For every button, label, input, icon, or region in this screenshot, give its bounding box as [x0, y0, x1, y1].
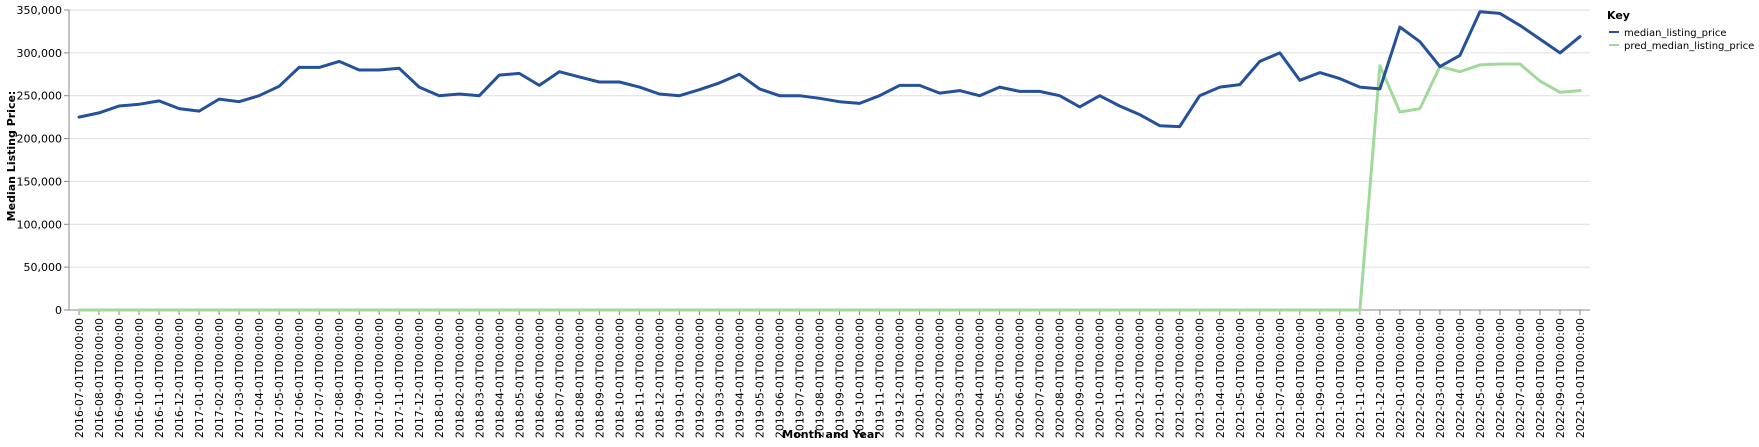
- x-tick-label: 2022-03-01T00:00:00: [1434, 318, 1447, 438]
- x-tick-label: 2018-07-01T00:00:00: [553, 318, 566, 438]
- series-lines: [77, 10, 1582, 312]
- x-tick-label: 2017-08-01T00:00:00: [333, 318, 346, 438]
- x-tick-label: 2019-02-01T00:00:00: [693, 318, 706, 438]
- x-tick-label: 2021-04-01T00:00:00: [1214, 318, 1227, 438]
- legend-label: median_listing_price: [1624, 28, 1727, 39]
- x-tick-label: 2017-07-01T00:00:00: [313, 318, 326, 438]
- x-tick-label: 2019-11-01T00:00:00: [874, 318, 887, 438]
- x-tick-label: 2019-05-01T00:00:00: [753, 318, 766, 438]
- x-tick-label: 2017-02-01T00:00:00: [213, 318, 226, 438]
- x-tick-label: 2018-12-01T00:00:00: [653, 318, 666, 438]
- x-tick-label: 2017-10-01T00:00:00: [373, 318, 386, 438]
- x-tick-label: 2020-09-01T00:00:00: [1074, 318, 1087, 438]
- x-tick-label: 2020-11-01T00:00:00: [1114, 318, 1127, 438]
- x-tick-label: 2021-10-01T00:00:00: [1334, 318, 1347, 438]
- x-tick-label: 2016-11-01T00:00:00: [153, 318, 166, 438]
- y-tick-label: 250,000: [17, 90, 63, 103]
- x-tick-label: 2018-10-01T00:00:00: [613, 318, 626, 438]
- y-tick-label: 300,000: [17, 47, 63, 60]
- x-tick-label: 2022-10-01T00:00:00: [1574, 318, 1587, 438]
- x-tick-label: 2021-02-01T00:00:00: [1174, 318, 1187, 438]
- x-tick-label: 2016-12-01T00:00:00: [173, 318, 186, 438]
- legend-label: pred_median_listing_price: [1624, 41, 1754, 52]
- y-axis: 0 50,000 100,000 150,000 200,000 250,000 300,0…: [17, 4, 70, 317]
- x-tick-label: 2017-12-01T00:00:00: [413, 318, 426, 438]
- x-tick-label: 2022-08-01T00:00:00: [1534, 318, 1547, 438]
- y-tick-label: 50,000: [24, 261, 63, 274]
- x-tick-label: 2016-08-01T00:00:00: [93, 318, 106, 438]
- x-tick-label: 2019-04-01T00:00:00: [733, 318, 746, 438]
- x-tick-label: 2017-03-01T00:00:00: [233, 318, 246, 438]
- legend: Key median_listing_price pred_median_list…: [1607, 9, 1754, 52]
- x-tick-label: 2020-03-01T00:00:00: [954, 318, 967, 438]
- x-tick-label: 2017-06-01T00:00:00: [293, 318, 306, 438]
- y-tick-label: 100,000: [17, 218, 63, 231]
- y-tick-label: 150,000: [17, 175, 63, 188]
- y-tick-label: 0: [55, 304, 62, 317]
- x-tick-label: 2021-12-01T00:00:00: [1374, 318, 1387, 438]
- x-tick-label: 2022-01-01T00:00:00: [1394, 318, 1407, 438]
- y-axis-title: Median Listing Price:: [5, 91, 18, 222]
- y-tick-label: 350,000: [17, 4, 63, 17]
- x-tick-label: 2019-06-01T00:00:00: [773, 318, 786, 438]
- x-tick-label: 2017-01-01T00:00:00: [193, 318, 206, 438]
- x-tick-label: 2019-08-01T00:00:00: [813, 318, 826, 438]
- x-tick-label: 2020-02-01T00:00:00: [934, 318, 947, 438]
- x-tick-label: 2019-01-01T00:00:00: [673, 318, 686, 438]
- x-tick-label: 2017-04-01T00:00:00: [253, 318, 266, 438]
- x-tick-label: 2020-05-01T00:00:00: [994, 318, 1007, 438]
- x-tick-label: 2021-01-01T00:00:00: [1154, 318, 1167, 438]
- x-tick-label: 2020-06-01T00:00:00: [1014, 318, 1027, 438]
- x-tick-label: 2021-05-01T00:00:00: [1234, 318, 1247, 438]
- x-axis: 2016-07-01T00:00:00 2016-08-01T00:00:00 20…: [69, 309, 1590, 438]
- x-tick-label: 2018-06-01T00:00:00: [533, 318, 546, 438]
- x-tick-label: 2017-11-01T00:00:00: [393, 318, 406, 438]
- x-tick-label: 2020-08-01T00:00:00: [1054, 318, 1067, 438]
- legend-title: Key: [1607, 9, 1630, 22]
- x-tick-label: 2016-10-01T00:00:00: [133, 318, 146, 438]
- x-tick-label: 2017-09-01T00:00:00: [353, 318, 366, 438]
- x-tick-label: 2019-12-01T00:00:00: [894, 318, 907, 438]
- x-tick-label: 2017-05-01T00:00:00: [273, 318, 286, 438]
- x-tick-label: 2019-10-01T00:00:00: [854, 318, 867, 438]
- x-tick-label: 2019-09-01T00:00:00: [834, 318, 847, 438]
- x-tick-label: 2020-04-01T00:00:00: [974, 318, 987, 438]
- x-tick-label: 2021-08-01T00:00:00: [1294, 318, 1307, 438]
- x-tick-label: 2020-12-01T00:00:00: [1134, 318, 1147, 438]
- y-tick-label: 200,000: [17, 133, 63, 146]
- x-tick-label: 2022-02-01T00:00:00: [1414, 318, 1427, 438]
- x-axis-title: Month and Year: [782, 428, 880, 441]
- x-tick-label: 2022-05-01T00:00:00: [1474, 318, 1487, 438]
- x-tick-label: 2018-02-01T00:00:00: [453, 318, 466, 438]
- x-tick-label: 2021-06-01T00:00:00: [1254, 318, 1267, 438]
- x-tick-label: 2022-07-01T00:00:00: [1514, 318, 1527, 438]
- x-tick-label: 2018-09-01T00:00:00: [593, 318, 606, 438]
- x-tick-label: 2019-03-01T00:00:00: [713, 318, 726, 438]
- x-tick-label: 2018-08-01T00:00:00: [573, 318, 586, 438]
- x-tick-label: 2018-03-01T00:00:00: [473, 318, 486, 438]
- x-tick-label: 2019-07-01T00:00:00: [793, 318, 806, 438]
- x-tick-label: 2021-07-01T00:00:00: [1274, 318, 1287, 438]
- x-tick-label: 2020-01-01T00:00:00: [914, 318, 927, 438]
- x-tick-label: 2018-05-01T00:00:00: [513, 318, 526, 438]
- x-tick-label: 2021-03-01T00:00:00: [1194, 318, 1207, 438]
- x-tick-label: 2020-07-01T00:00:00: [1034, 318, 1047, 438]
- x-tick-label: 2022-09-01T00:00:00: [1554, 318, 1567, 438]
- series-line-pred-median-listing-price: [77, 62, 1582, 312]
- x-tick-label: 2018-01-01T00:00:00: [433, 318, 446, 438]
- x-tick-label: 2018-04-01T00:00:00: [493, 318, 506, 438]
- x-tick-label: 2016-07-01T00:00:00: [73, 318, 86, 438]
- x-tick-label: 2020-10-01T00:00:00: [1094, 318, 1107, 438]
- x-tick-label: 2021-09-01T00:00:00: [1314, 318, 1327, 438]
- x-tick-label: 2021-11-01T00:00:00: [1354, 318, 1367, 438]
- series-line-median-listing-price: [77, 10, 1582, 129]
- y-grid: [69, 9, 1590, 311]
- x-tick-label: 2016-09-01T00:00:00: [113, 318, 126, 438]
- x-tick-label: 2018-11-01T00:00:00: [633, 318, 646, 438]
- x-tick-label: 2022-06-01T00:00:00: [1494, 318, 1507, 438]
- x-tick-label: 2022-04-01T00:00:00: [1454, 318, 1467, 438]
